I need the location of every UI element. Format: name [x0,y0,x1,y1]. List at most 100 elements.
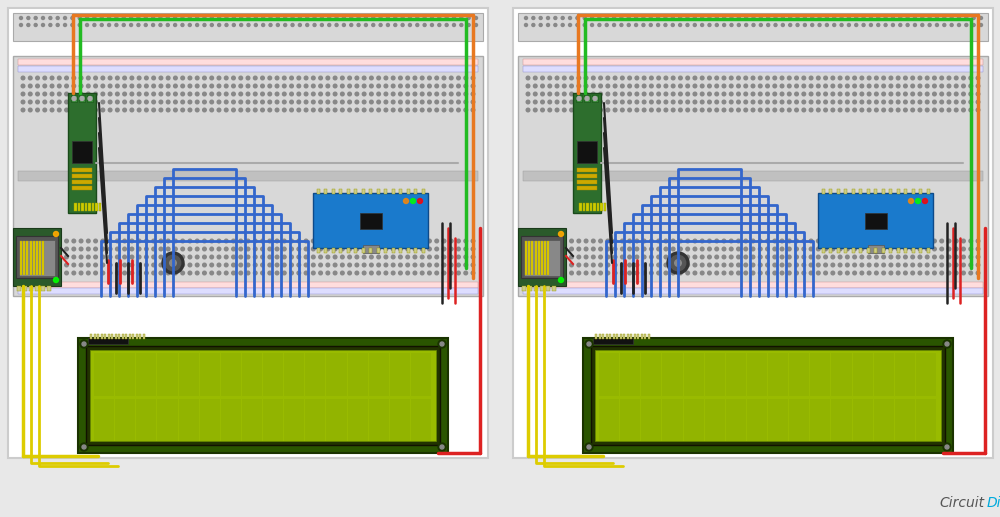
Circle shape [370,255,373,259]
Bar [305,399,325,441]
Circle shape [896,247,900,251]
Circle shape [584,247,588,251]
Circle shape [867,255,871,259]
Bar [18,282,478,288]
Circle shape [541,84,544,88]
Circle shape [268,108,272,112]
Circle shape [889,92,893,96]
Circle shape [100,23,103,26]
Circle shape [940,239,944,243]
Circle shape [254,17,257,20]
Circle shape [867,247,871,251]
Circle shape [420,263,424,267]
Bar [528,241,530,275]
Circle shape [664,92,668,96]
Circle shape [326,76,330,80]
Bar [518,56,988,296]
Circle shape [319,92,322,96]
Circle shape [297,239,301,243]
Bar [18,66,478,72]
Circle shape [152,247,155,251]
Bar [422,248,424,253]
Circle shape [722,263,726,267]
Circle shape [457,255,460,259]
Circle shape [664,76,668,80]
Circle shape [877,23,880,26]
Circle shape [54,232,58,236]
Circle shape [159,84,163,88]
Circle shape [577,263,581,267]
Circle shape [838,76,842,80]
Circle shape [282,263,286,267]
Circle shape [882,92,885,96]
Bar [599,353,619,396]
Circle shape [766,108,769,112]
Circle shape [751,100,755,104]
Circle shape [391,247,395,251]
Circle shape [195,100,199,104]
Circle shape [526,76,530,80]
Circle shape [348,263,351,267]
Circle shape [471,263,475,267]
Circle shape [20,17,22,20]
Bar [200,399,220,441]
Circle shape [108,92,112,96]
Circle shape [268,247,272,251]
Circle shape [686,100,689,104]
Circle shape [795,76,798,80]
Circle shape [269,23,272,26]
Circle shape [620,23,623,26]
Circle shape [87,247,90,251]
Circle shape [355,271,359,275]
Circle shape [577,92,581,96]
Circle shape [759,23,762,26]
Bar [874,353,894,396]
Bar [369,399,389,441]
Circle shape [773,108,777,112]
Circle shape [348,247,351,251]
Circle shape [773,92,777,96]
Circle shape [304,271,308,275]
Circle shape [591,23,594,26]
Bar [620,353,640,396]
Circle shape [159,100,163,104]
Circle shape [751,239,755,243]
Circle shape [650,108,653,112]
Circle shape [860,92,864,96]
Circle shape [664,271,668,275]
Circle shape [50,92,54,96]
Circle shape [613,92,617,96]
Circle shape [766,271,769,275]
Circle shape [650,271,653,275]
Bar [411,399,431,441]
Circle shape [406,247,409,251]
Circle shape [386,17,389,20]
Circle shape [188,92,192,96]
Circle shape [831,255,835,259]
Circle shape [715,239,719,243]
Circle shape [889,84,893,88]
Circle shape [875,255,878,259]
Circle shape [297,255,301,259]
Bar [354,189,357,194]
Circle shape [188,108,192,112]
Circle shape [232,76,235,80]
Circle shape [584,271,588,275]
Circle shape [802,76,806,80]
Bar [852,189,854,194]
Circle shape [789,23,792,26]
Circle shape [333,271,337,275]
Circle shape [554,17,557,20]
Circle shape [275,239,279,243]
Circle shape [635,247,639,251]
Bar [221,353,241,396]
Circle shape [766,84,769,88]
Circle shape [882,263,885,267]
Circle shape [304,84,308,88]
Circle shape [471,92,475,96]
Circle shape [889,247,893,251]
Circle shape [464,247,468,251]
Bar [354,248,357,253]
Circle shape [364,17,367,20]
Circle shape [693,23,696,26]
